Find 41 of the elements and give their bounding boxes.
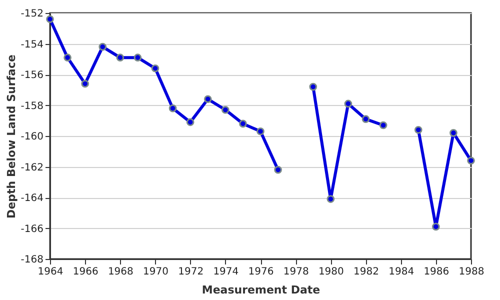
x-tick-label: 1970 — [143, 266, 168, 278]
point — [432, 222, 440, 231]
y-tick-label: -162 — [20, 162, 44, 174]
x-tick-label: 1986 — [424, 266, 450, 278]
x-axis-title: Measurement Date — [202, 284, 320, 296]
point — [81, 80, 89, 88]
y-tick-label: -156 — [20, 70, 44, 81]
x-tick-label: 1972 — [178, 266, 204, 278]
x-tick-label: 1984 — [388, 266, 414, 278]
x-tick-label: 1976 — [248, 266, 274, 278]
point — [98, 42, 107, 51]
y-tick-label: -164 — [20, 193, 44, 204]
point — [256, 127, 264, 136]
x-tick-label: 1988 — [458, 266, 484, 278]
point — [222, 106, 230, 114]
point — [467, 156, 475, 165]
y-tick-label: -152 — [20, 8, 44, 20]
point — [414, 126, 422, 134]
point — [151, 64, 160, 72]
point — [239, 120, 247, 128]
y-tick-label: -154 — [20, 39, 44, 50]
y-tick-label: -158 — [20, 100, 44, 112]
point — [134, 54, 142, 62]
x-tick-label: 1980 — [318, 266, 344, 278]
y-tick-label: -160 — [20, 132, 44, 142]
point — [450, 129, 458, 137]
y-axis-title: Depth Below Land Surface — [4, 54, 18, 218]
point — [64, 54, 72, 62]
x-tick-label: 1966 — [72, 266, 98, 278]
point — [204, 95, 212, 104]
y-tick-label: -166 — [20, 224, 44, 235]
x-tick-label: 1978 — [283, 266, 309, 278]
point — [168, 104, 177, 112]
x-tick-label: 1974 — [213, 266, 239, 278]
x-tick-label: 1982 — [354, 266, 379, 278]
point — [186, 118, 194, 126]
x-tick-label: 1968 — [108, 266, 134, 278]
x-tick-label: 1964 — [38, 266, 64, 278]
y-tick-label: -168 — [20, 254, 44, 266]
point — [116, 54, 124, 62]
point — [274, 166, 282, 174]
